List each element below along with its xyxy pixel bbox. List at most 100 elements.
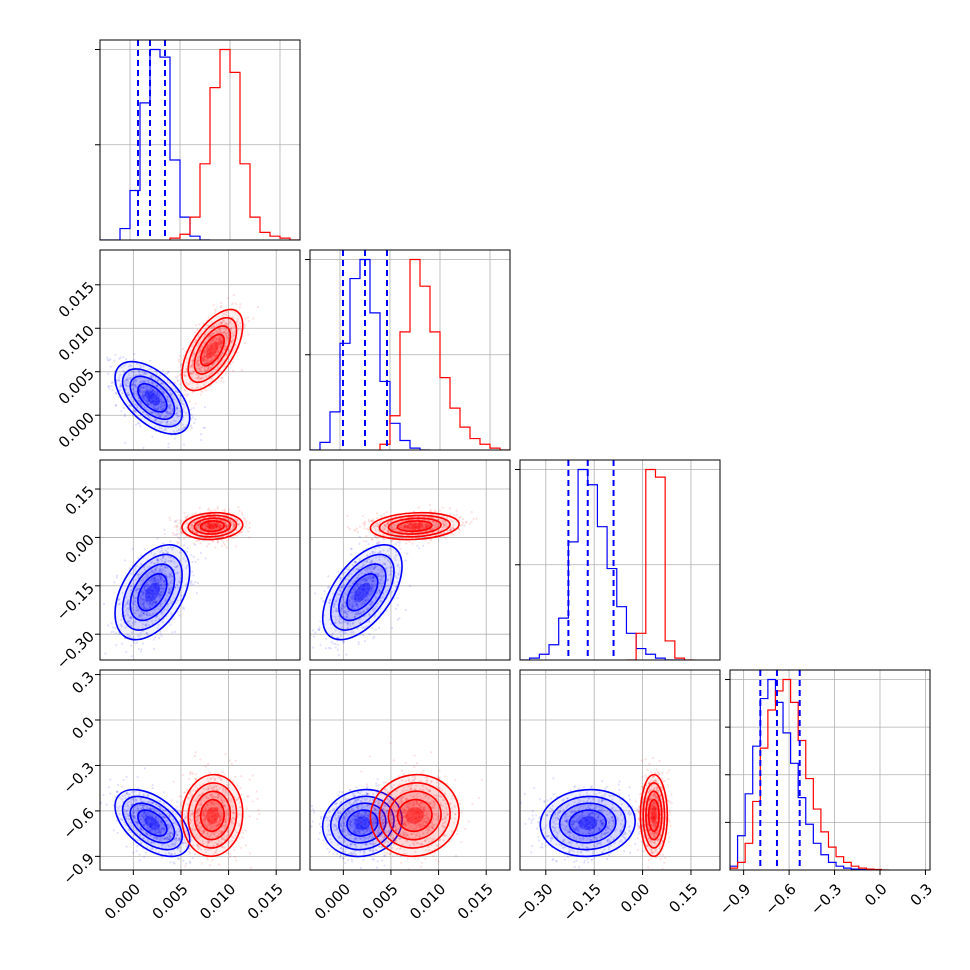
sample-point [170,393,174,396]
sample-point [184,389,187,392]
sample-point [150,589,153,592]
sample-point [149,395,152,399]
sample-point [189,528,192,531]
sample-point [148,398,152,402]
sample-point [95,614,97,616]
sample-point [162,391,165,394]
sample-point [202,354,206,358]
sample-point [130,376,133,379]
sample-point [380,578,383,581]
sample-point [161,400,165,404]
sample-point [204,362,207,366]
sample-point [143,373,146,376]
sample-point [327,575,330,578]
sample-point [144,393,147,396]
sample-point [215,339,218,342]
sample-point [236,518,239,521]
sample-point [157,624,160,627]
sample-point [126,602,130,605]
sample-point [124,384,127,387]
sample-point [209,524,212,527]
sample-point [146,392,150,395]
sample-point [157,583,160,586]
sample-point [208,336,211,339]
sample-point [148,587,152,590]
sample-point [210,341,214,344]
sample-point [345,653,348,656]
sample-point [191,391,194,394]
sample-point [205,369,208,372]
sample-point [225,525,228,528]
sample-point [176,565,179,568]
sample-point [139,615,142,618]
sample-point [143,604,146,608]
sample-point [212,339,215,342]
sample-point [183,511,186,514]
sample-point [224,362,227,365]
sample-point [152,571,156,574]
sample-point [159,603,162,606]
sample-point [210,522,213,525]
sample-point [169,559,172,562]
sample-point [150,597,153,600]
sample-point [232,523,236,527]
sample-point [225,524,228,527]
sample-point [184,516,188,519]
sample-point [198,370,201,373]
sample-point [144,399,147,402]
sample-point [152,400,155,403]
sample-point [150,395,153,399]
sample-point [141,410,144,414]
sample-point [146,589,149,592]
sample-point [352,631,355,634]
sample-point [126,602,129,606]
sample-point [138,595,142,598]
sample-point [166,551,170,555]
sample-point [211,352,214,355]
axes-frame [99,459,301,661]
sample-point [213,342,217,345]
sample-point [148,399,151,402]
sample-point [143,587,146,591]
sample-point [196,527,199,530]
sample-point [143,591,146,594]
sample-point [137,370,140,373]
contour-line [193,325,232,375]
sample-point [161,613,164,616]
sample-point [143,393,146,397]
sample-point [125,385,129,388]
sample-point [125,601,128,604]
sample-point [372,590,375,593]
sample-point [156,581,159,584]
sample-point [158,400,162,404]
sample-point [218,339,221,342]
sample-point [182,527,185,531]
sample-point [232,293,235,297]
sample-point [157,636,161,640]
sample-point [152,638,155,641]
sample-point [148,396,151,399]
sample-point [153,391,157,394]
sample-point [164,404,167,407]
sample-point [154,567,157,570]
sample-point [169,601,173,604]
sample-point [221,376,224,380]
sample-point [160,587,163,590]
sample-point [206,527,209,530]
sample-point [237,522,240,525]
sample-point [150,412,153,415]
sample-point [211,344,214,347]
sample-point [177,586,180,589]
sample-point [113,581,116,584]
sample-point [126,633,129,636]
contour-line [129,563,176,622]
sample-point [159,576,163,579]
sample-point [256,305,260,309]
sample-point [155,373,158,376]
sample-point [133,383,136,387]
sample-point [210,351,213,355]
sample-point [145,607,149,610]
sample-point [146,585,149,588]
sample-point [158,617,161,620]
sample-point [166,380,169,384]
